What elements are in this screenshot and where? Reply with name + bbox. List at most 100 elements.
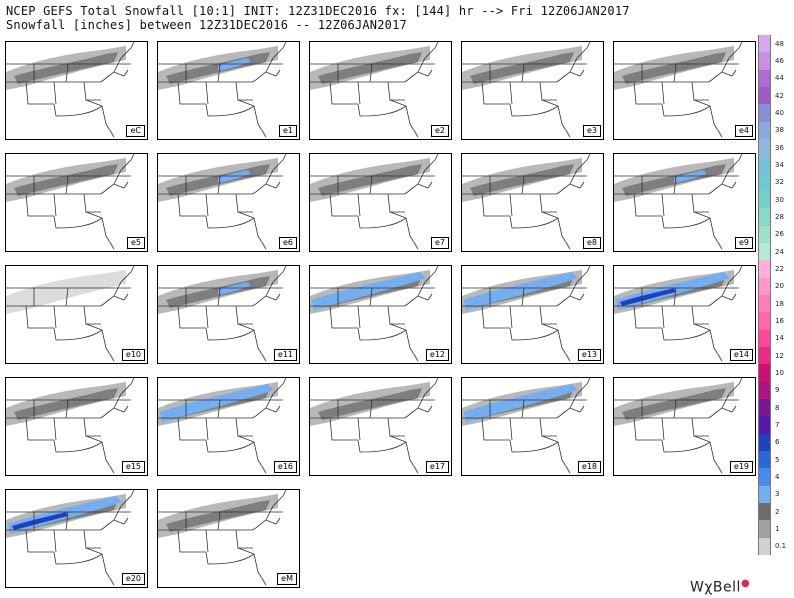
legend-label: 7 (775, 421, 780, 429)
state-boundary (541, 99, 559, 107)
state-boundary (253, 105, 267, 138)
member-label: e12 (425, 349, 449, 361)
member-label: e5 (126, 237, 145, 249)
state-boundary (205, 417, 209, 441)
state-boundary (511, 441, 559, 453)
ensemble-member-panel: eC (5, 41, 148, 140)
ensemble-member-panel: e17 (309, 377, 452, 476)
state-boundary (387, 193, 405, 213)
member-map (6, 266, 135, 362)
state-boundary (253, 441, 267, 474)
state-boundary (481, 417, 513, 453)
state-boundary (101, 217, 115, 250)
state-boundary (235, 529, 253, 549)
state-boundary (113, 405, 129, 413)
state-boundary (693, 99, 711, 107)
legend-label: 36 (775, 143, 784, 152)
state-boundary (53, 81, 57, 105)
state-boundary (661, 417, 665, 441)
legend-label: 44 (775, 74, 784, 83)
member-label: e7 (430, 237, 449, 249)
state-boundary (708, 154, 743, 195)
state-boundary (521, 399, 525, 419)
legend-swatch (758, 468, 771, 487)
state-boundary (53, 417, 57, 441)
state-boundary (511, 105, 559, 117)
state-boundary (539, 193, 557, 213)
state-boundary (357, 417, 361, 441)
state-boundary (661, 305, 665, 329)
ensemble-member-panel: e5 (5, 153, 148, 252)
state-boundary (404, 154, 439, 195)
member-label: eM (277, 573, 297, 585)
ensemble-member-panel: e12 (309, 265, 452, 364)
state-boundary (252, 42, 287, 83)
ensemble-member-panel: e11 (157, 265, 300, 364)
state-boundary (207, 441, 255, 453)
state-boundary (101, 329, 115, 362)
state-boundary (359, 441, 407, 453)
snowfall-swath-blue (312, 272, 426, 310)
state-boundary (557, 217, 571, 250)
state-boundary (85, 211, 103, 219)
state-boundary (633, 193, 665, 229)
member-label: e8 (582, 237, 601, 249)
member-label: e3 (582, 125, 601, 137)
ensemble-member-panel: e3 (461, 41, 604, 140)
legend-swatch (758, 451, 771, 469)
ensemble-member-panel: e13 (461, 265, 604, 364)
legend-label: 12 (775, 351, 784, 360)
legend-label: 24 (775, 247, 784, 256)
state-boundary (65, 399, 69, 419)
legend-label: 18 (775, 299, 784, 308)
state-boundary (253, 217, 267, 250)
state-boundary (100, 42, 135, 83)
snowfall-swath-blue (218, 282, 250, 295)
state-boundary (85, 99, 103, 107)
state-boundary (521, 63, 525, 83)
state-boundary (265, 69, 281, 77)
state-boundary (556, 266, 591, 307)
ensemble-member-panel: e16 (157, 377, 300, 476)
member-label: e9 (734, 237, 753, 249)
legend-swatch (758, 485, 771, 504)
state-boundary (661, 193, 665, 217)
legend-label: 2 (775, 507, 780, 516)
state-boundary (691, 417, 709, 437)
state-boundary (177, 81, 209, 117)
legend-label: 0.1 (775, 542, 787, 551)
legend-swatch (758, 104, 771, 123)
state-boundary (235, 193, 253, 213)
state-boundary (405, 105, 419, 138)
state-boundary (673, 175, 677, 195)
snowfall-swath-blue (674, 170, 706, 183)
state-boundary (387, 81, 405, 101)
state-boundary (509, 417, 513, 441)
state-boundary (55, 217, 103, 229)
ensemble-member-panel: eM (157, 489, 300, 588)
state-boundary (693, 435, 711, 443)
state-boundary (405, 217, 419, 250)
legend-swatch (758, 87, 771, 105)
legend-label: 8 (775, 403, 780, 412)
legend-swatch (758, 399, 771, 417)
state-boundary (389, 435, 407, 443)
snowfall-swath-moderate (14, 164, 118, 196)
state-boundary (709, 105, 723, 138)
state-boundary (53, 193, 57, 217)
legend-swatch (758, 277, 771, 296)
state-boundary (83, 417, 101, 437)
state-boundary (405, 441, 419, 474)
brand-logo: WχBell● (690, 578, 751, 596)
state-boundary (691, 193, 709, 213)
state-boundary (205, 529, 209, 553)
state-boundary (417, 69, 433, 77)
legend-swatch (758, 381, 771, 400)
state-boundary (25, 305, 57, 341)
state-boundary (663, 441, 711, 453)
legend-swatch (758, 173, 771, 192)
snowfall-swath-blue (160, 384, 274, 422)
state-boundary (691, 81, 709, 101)
state-boundary (237, 211, 255, 219)
